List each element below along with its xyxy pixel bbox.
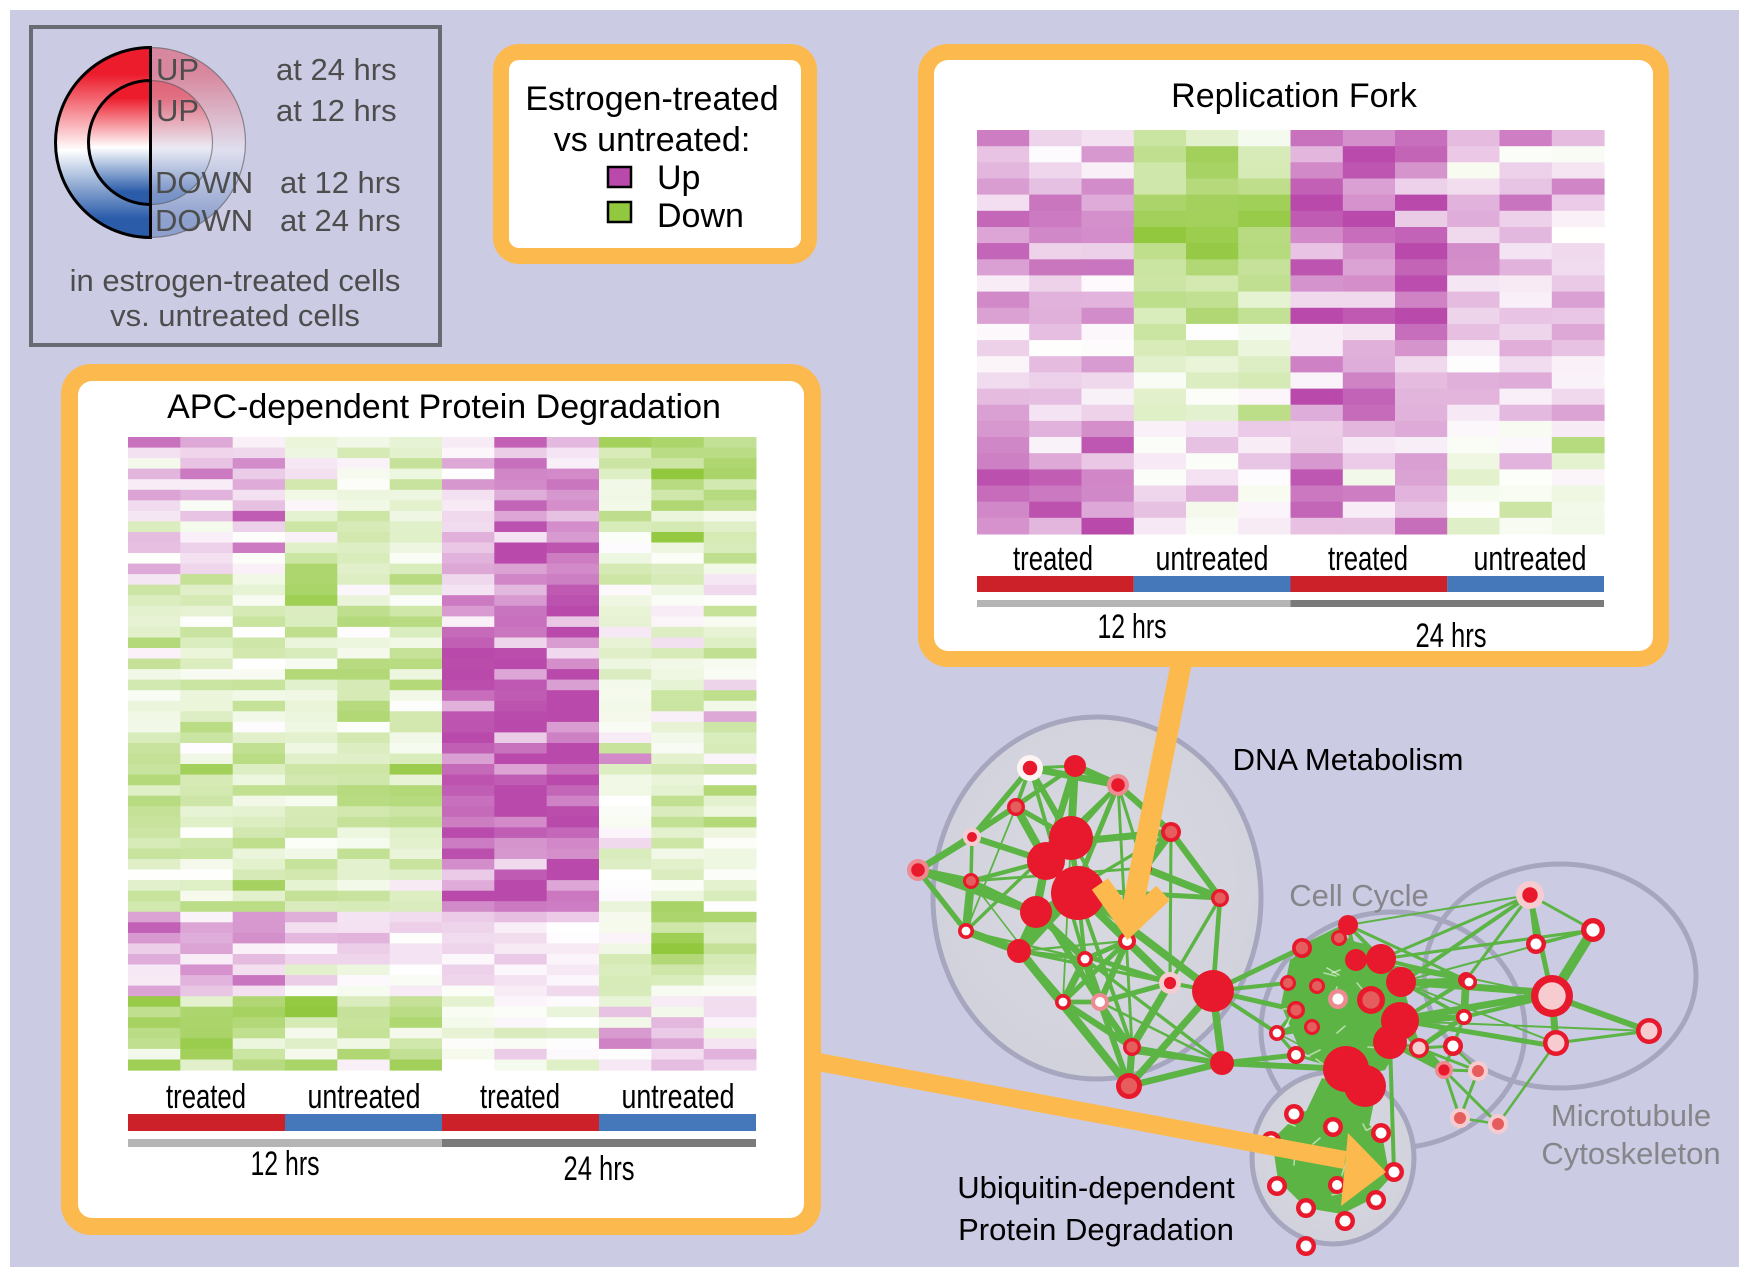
svg-text:Microtubule: Microtubule xyxy=(1551,1098,1711,1133)
svg-text:untreated: untreated xyxy=(1474,540,1587,578)
svg-text:untreated: untreated xyxy=(1156,540,1269,578)
svg-text:treated: treated xyxy=(166,1078,246,1116)
svg-text:24 hrs: 24 hrs xyxy=(564,1150,635,1188)
svg-text:untreated: untreated xyxy=(308,1078,421,1116)
svg-text:24 hrs: 24 hrs xyxy=(1416,617,1487,655)
svg-text:Cytoskeleton: Cytoskeleton xyxy=(1541,1136,1720,1171)
svg-text:Replication Fork: Replication Fork xyxy=(1171,77,1418,115)
svg-text:DNA Metabolism: DNA Metabolism xyxy=(1233,742,1464,777)
svg-text:Ubiquitin-dependent: Ubiquitin-dependent xyxy=(957,1170,1235,1205)
svg-text:APC-dependent Protein Degradat: APC-dependent Protein Degradation xyxy=(167,388,721,426)
svg-text:Down: Down xyxy=(657,197,744,235)
svg-text:untreated: untreated xyxy=(622,1078,735,1116)
svg-text:Up: Up xyxy=(657,159,700,197)
svg-text:12 hrs: 12 hrs xyxy=(251,1145,320,1183)
svg-text:treated: treated xyxy=(1328,540,1408,578)
svg-text:DOWN: DOWN xyxy=(155,203,253,238)
svg-text:at 24 hrs: at 24 hrs xyxy=(276,52,397,87)
svg-text:treated: treated xyxy=(480,1078,560,1116)
svg-text:vs. untreated cells: vs. untreated cells xyxy=(110,298,360,333)
svg-text:Cell Cycle: Cell Cycle xyxy=(1289,878,1429,913)
svg-text:vs untreated:: vs untreated: xyxy=(554,121,751,159)
svg-text:12 hrs: 12 hrs xyxy=(1098,608,1167,646)
svg-text:at 12 hrs: at 12 hrs xyxy=(280,165,401,200)
svg-text:UP: UP xyxy=(156,52,199,87)
svg-text:DOWN: DOWN xyxy=(155,165,253,200)
svg-text:at 12 hrs: at 12 hrs xyxy=(276,93,397,128)
svg-text:in estrogen-treated cells: in estrogen-treated cells xyxy=(70,263,401,298)
svg-text:treated: treated xyxy=(1013,540,1093,578)
svg-text:at 24 hrs: at 24 hrs xyxy=(280,203,401,238)
svg-text:UP: UP xyxy=(156,93,199,128)
svg-text:Estrogen-treated: Estrogen-treated xyxy=(525,80,778,118)
svg-text:Protein Degradation: Protein Degradation xyxy=(958,1212,1234,1247)
